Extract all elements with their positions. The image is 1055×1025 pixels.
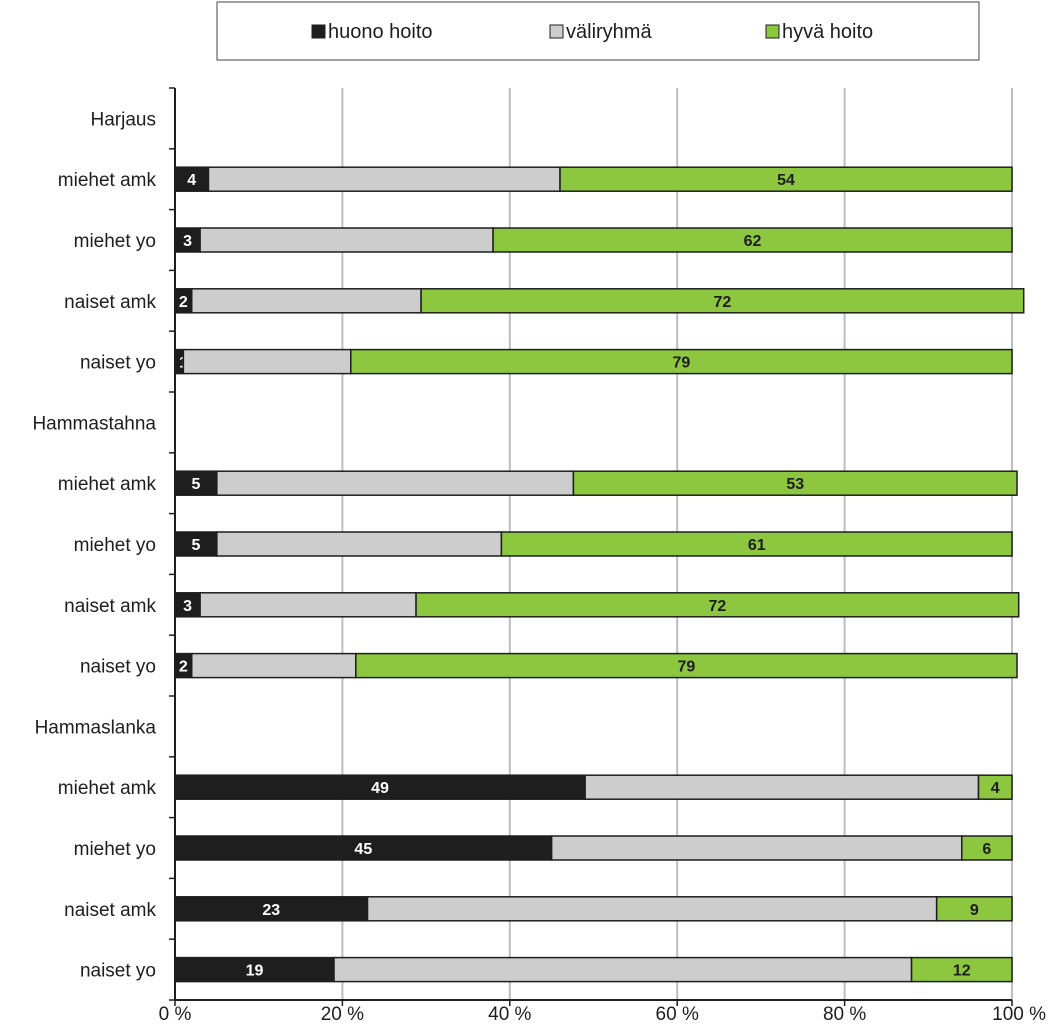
bar-segment <box>190 288 422 314</box>
bar-segment <box>182 348 352 375</box>
data-label: 5 <box>191 537 200 554</box>
data-label: 49 <box>371 780 389 797</box>
bars: 4543622721795535613722794944562391912 <box>174 166 1025 983</box>
data-label: 9 <box>970 902 979 919</box>
legend-label: hyvä hoito <box>782 21 873 43</box>
category-label: miehet amk <box>58 170 157 191</box>
data-label: 5 <box>191 476 200 493</box>
data-label: 79 <box>672 355 690 372</box>
data-label: 53 <box>786 476 804 493</box>
bar-segment <box>910 956 1013 983</box>
bar-segment <box>174 470 218 496</box>
category-label: naiset yo <box>80 657 156 678</box>
bar-segment <box>492 227 1013 253</box>
bar-segment <box>366 896 938 922</box>
legend-swatch <box>311 24 326 39</box>
bar-segment <box>500 531 1013 557</box>
category-label: miehet yo <box>74 231 156 252</box>
axes: 0 % 20 % 40 % 60 % 80 % 100 % Harjaus miehet am… <box>32 87 1046 1025</box>
category-label: naiset amk <box>64 900 156 921</box>
bar-segment <box>216 470 575 496</box>
category-label: miehet amk <box>58 778 157 799</box>
category-label: naiset yo <box>80 353 156 374</box>
data-label: 4 <box>187 172 196 189</box>
bar-segment <box>174 774 586 800</box>
bar-segment <box>977 774 1013 800</box>
legend-label: huono hoito <box>328 21 433 43</box>
category-label: Hammastahna <box>32 413 156 434</box>
x-tick-label: 100 % <box>992 1004 1046 1025</box>
category-label: Hammaslanka <box>35 717 157 738</box>
data-label: 62 <box>744 233 762 250</box>
x-tick-label: 60 % <box>656 1004 699 1025</box>
bar-segment <box>207 166 561 192</box>
legend: huono hoito väliryhmä hyvä hoito <box>216 1 980 61</box>
data-label: 23 <box>262 902 280 919</box>
legend-label: väliryhmä <box>566 21 652 43</box>
data-label: 72 <box>708 598 726 615</box>
bar-segment <box>935 896 1013 922</box>
data-label: 72 <box>713 294 731 311</box>
category-label: naiset amk <box>64 292 156 313</box>
legend-swatch <box>549 24 564 39</box>
category-label: naiset amk <box>64 596 156 617</box>
bar-segment <box>559 166 1013 192</box>
bar-segment <box>174 531 218 557</box>
bar-segment <box>584 774 980 800</box>
x-tick-label: 40 % <box>488 1004 531 1025</box>
bar-segment <box>355 652 1018 679</box>
data-label: 2 <box>179 294 188 311</box>
bar-segment <box>174 896 369 922</box>
legend-box <box>216 1 980 61</box>
category-label: naiset yo <box>80 961 156 982</box>
bar-segment <box>199 227 494 253</box>
x-tick-label: 0 % <box>159 1004 192 1025</box>
data-label: 4 <box>991 780 1000 797</box>
data-label: 2 <box>179 659 188 676</box>
bar-segment <box>572 470 1018 496</box>
bar-segment <box>415 592 1020 618</box>
data-label: 6 <box>982 841 991 858</box>
data-label: 3 <box>183 598 192 615</box>
data-label: 19 <box>246 963 264 980</box>
x-tick-label: 20 % <box>321 1004 364 1025</box>
category-label: Harjaus <box>91 109 156 130</box>
legend-swatch <box>765 24 780 39</box>
data-label: 12 <box>953 963 971 980</box>
bar-segment <box>199 592 417 618</box>
bar-segment <box>550 835 963 861</box>
bar-segment <box>420 288 1025 314</box>
data-label: 54 <box>777 172 795 189</box>
bar-segment <box>174 227 201 253</box>
data-label: 45 <box>354 841 372 858</box>
data-label: 61 <box>748 537 766 554</box>
category-label: miehet yo <box>74 839 156 860</box>
x-tick-label: 80 % <box>823 1004 866 1025</box>
bar-segment <box>333 956 913 983</box>
category-label: miehet amk <box>58 474 157 495</box>
category-label: miehet yo <box>74 535 156 556</box>
data-label: 3 <box>183 233 192 250</box>
bar-segment <box>961 835 1013 861</box>
bar-segment <box>216 531 503 557</box>
data-label: 79 <box>678 659 696 676</box>
bar-segment <box>190 652 357 679</box>
bar-segment <box>350 348 1013 375</box>
